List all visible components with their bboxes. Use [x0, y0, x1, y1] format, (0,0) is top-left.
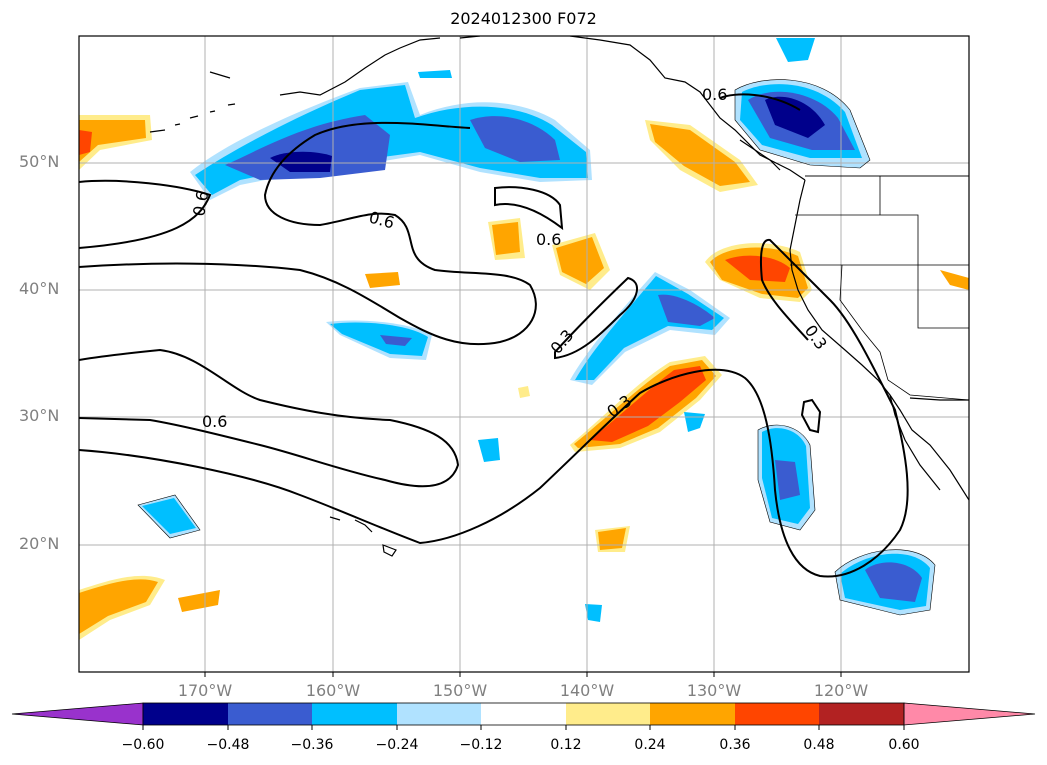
shade-small-blue-top	[418, 70, 452, 78]
colorbar-seg	[228, 703, 312, 725]
coast-alaska-gulf	[569, 36, 806, 181]
shade-right-orange	[940, 270, 969, 290]
hawaii-islands	[329, 516, 397, 557]
contour-0.3-band	[554, 276, 638, 360]
coast-island-bc	[739, 139, 781, 171]
colorbar-seg	[143, 703, 228, 725]
colorbar-tick-label: −0.48	[206, 737, 250, 753]
contour-label: 0.6	[702, 85, 727, 104]
shade-coast-orange	[650, 124, 750, 186]
shade-small-blue1	[478, 438, 500, 462]
shade-135-mid	[658, 294, 715, 326]
contour-upper	[79, 179, 212, 249]
map-frame	[78, 35, 970, 673]
shade-133-red	[590, 366, 706, 442]
shade-small-blue3	[585, 604, 602, 622]
colorbar-seg	[650, 703, 735, 725]
shade-ca-red	[725, 255, 790, 282]
shade-small-yellow	[518, 386, 530, 398]
colorbar-seg	[481, 703, 566, 725]
thin-contours	[137, 79, 936, 616]
shade-orange-mid2	[492, 222, 520, 255]
shade-168-blue	[142, 498, 196, 534]
map-title: 2024012300 F072	[450, 9, 597, 28]
colorbar-seg	[397, 703, 481, 725]
lat-label: 40°N	[19, 279, 60, 298]
colorbar-seg	[312, 703, 397, 725]
lon-label: 140°W	[559, 681, 615, 700]
colorbar-seg	[566, 703, 650, 725]
contour-label: 0.6	[367, 208, 397, 233]
coastlines	[149, 36, 969, 557]
lon-label: 150°W	[432, 681, 488, 700]
shade-155-mid	[380, 335, 412, 346]
shading-layer	[79, 38, 969, 640]
shade-aleutian-mid2	[470, 116, 560, 162]
colorbar-arrow-left	[11, 702, 144, 726]
coast-pacific-nw	[789, 179, 969, 501]
coast-alaska	[209, 36, 481, 96]
colorbar-seg	[819, 703, 904, 725]
colorbar	[11, 702, 1036, 730]
map-content	[79, 36, 969, 672]
shade-left-orange2	[79, 120, 146, 162]
contour-left-bot	[79, 348, 460, 488]
colorbar-tick-label: −0.12	[459, 737, 503, 753]
contour-mid-small	[494, 186, 564, 231]
colorbar-outline	[142, 702, 905, 726]
lat-label: 30°N	[19, 406, 60, 425]
shade-125-mid	[775, 460, 800, 500]
borders	[790, 175, 969, 401]
contours	[79, 93, 909, 578]
colorbar-tick-label: 0.48	[803, 737, 835, 753]
lon-label: 160°W	[305, 681, 361, 700]
shade-orange-144b	[556, 237, 604, 284]
shade-bl-orange	[79, 579, 158, 634]
aleutian-islands	[149, 103, 236, 133]
colorbar-seg	[735, 703, 819, 725]
colorbar-tick-label: 0.60	[888, 737, 920, 753]
lat-label: 20°N	[19, 534, 60, 553]
contour-top-bc	[719, 93, 801, 111]
contour-label: 0.6	[189, 189, 212, 217]
shade-aleutian-mid	[225, 115, 390, 180]
colorbar-tick-label: 0.12	[550, 737, 582, 753]
colorbar-tick-label: −0.36	[290, 737, 334, 753]
colorbar-tick-label: −0.24	[375, 737, 419, 753]
contour-label: 0.6	[202, 412, 227, 431]
shade-small-blue2	[684, 412, 705, 432]
colorbar-arrow-right	[903, 702, 1036, 726]
contour-right-small	[800, 398, 822, 434]
shade-bc-dark	[765, 96, 825, 138]
shade-bl-orange2	[178, 590, 220, 612]
contour-left-bot2	[79, 238, 909, 578]
shade-left-red	[79, 130, 92, 155]
colorbar-tick-label: 0.24	[634, 737, 666, 753]
lon-label: 120°W	[813, 681, 869, 700]
lat-label: 50°N	[19, 152, 60, 171]
colorbar-tick-label: 0.36	[719, 737, 751, 753]
shade-br-mid	[865, 562, 922, 602]
contour-label: 0.3	[801, 321, 831, 353]
lon-ticks	[204, 672, 842, 677]
shade-top-blue	[776, 38, 815, 62]
shade-155-blue	[330, 322, 428, 356]
shade-orange-small1	[365, 272, 400, 288]
colorbar-tick-label: −0.60	[121, 737, 165, 753]
lon-label: 170°W	[177, 681, 233, 700]
contour-label: 0.6	[536, 230, 561, 249]
contour-big	[79, 121, 537, 346]
lon-label: 130°W	[686, 681, 742, 700]
